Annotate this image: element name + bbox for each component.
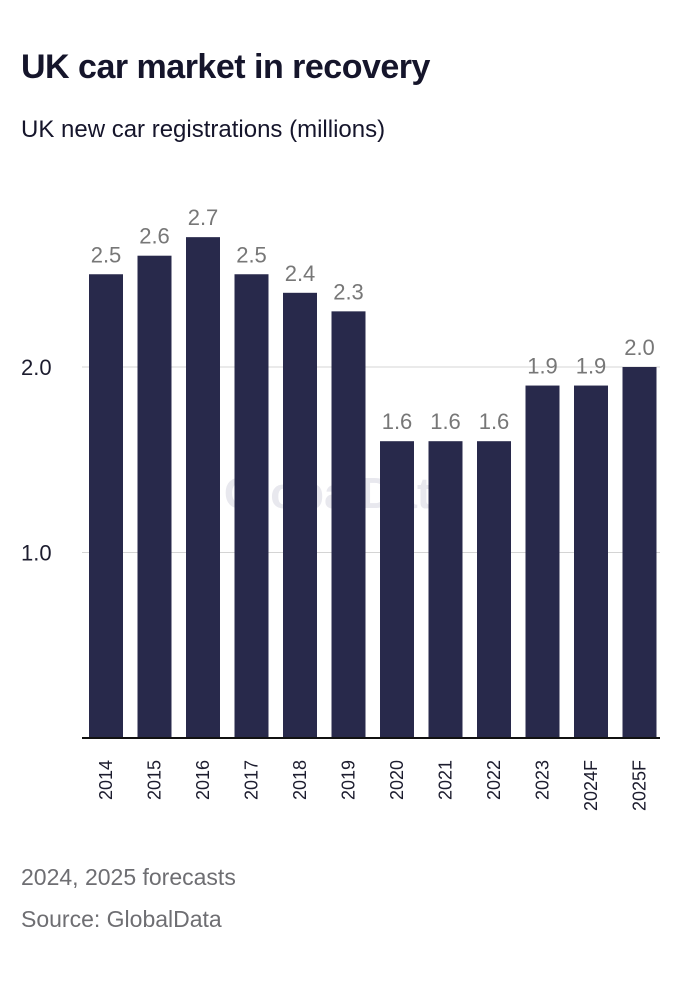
y-tick-label: 2.0 bbox=[21, 355, 52, 380]
x-tick-label: 2018 bbox=[290, 760, 310, 800]
gridlines bbox=[82, 366, 660, 553]
x-tick-label: 2017 bbox=[242, 760, 262, 800]
y-tick-labels: 1.0 2.0 bbox=[21, 355, 52, 566]
y-tick-label: 1.0 bbox=[21, 541, 52, 566]
x-tick-labels: 2014 2015 2016 2017 2018 2019 2020 2021 2022 2023… bbox=[96, 760, 650, 811]
value-label: 2.6 bbox=[139, 224, 170, 249]
x-tick-label: 2019 bbox=[339, 760, 359, 800]
chart-subtitle: UK new car registrations (millions) bbox=[21, 116, 386, 143]
value-label: 1.6 bbox=[382, 409, 413, 434]
x-tick-label: 2014 bbox=[96, 760, 116, 800]
forecast-note: 2024, 2025 forecasts bbox=[21, 864, 236, 890]
value-label: 2.4 bbox=[285, 261, 316, 286]
value-labels: 2.5 2.6 2.7 2.5 2.4 2.3 1.6 1.6 1.6 1.9 1.9 2.0 bbox=[91, 205, 655, 434]
bar-2025f bbox=[622, 367, 657, 738]
value-label: 2.3 bbox=[333, 279, 364, 304]
x-tick-label: 2022 bbox=[484, 760, 504, 800]
x-tick-label: 2020 bbox=[387, 760, 407, 800]
source-note: Source: GlobalData bbox=[21, 906, 222, 932]
bar-chart: GlobalData 2.52.62.72.52.42.31.61.61.61.… bbox=[21, 205, 660, 811]
x-tick-label: 2023 bbox=[533, 760, 553, 800]
bar-2020 bbox=[380, 441, 414, 738]
value-label: 2.7 bbox=[188, 205, 219, 230]
x-tick-label: 2024F bbox=[581, 760, 601, 811]
x-tick-label: 2025F bbox=[630, 760, 650, 811]
bar-2017 bbox=[234, 274, 269, 738]
value-label: 1.9 bbox=[576, 354, 607, 379]
value-label: 2.5 bbox=[236, 242, 267, 267]
value-label: 2.5 bbox=[91, 242, 122, 267]
chart-title: UK car market in recovery bbox=[21, 48, 430, 86]
bar-2016 bbox=[186, 237, 220, 738]
x-tick-label: 2021 bbox=[436, 760, 456, 800]
bar-2019 bbox=[331, 311, 366, 738]
value-label: 1.6 bbox=[430, 409, 461, 434]
bar-2015 bbox=[137, 255, 172, 738]
bar-2022 bbox=[477, 441, 511, 738]
value-label: 2.0 bbox=[624, 335, 655, 360]
x-tick-label: 2015 bbox=[145, 760, 165, 800]
bar-2018 bbox=[283, 292, 317, 738]
value-label: 1.9 bbox=[527, 354, 558, 379]
bar-2024f bbox=[574, 385, 608, 738]
bar-2023 bbox=[525, 385, 560, 738]
bars bbox=[89, 237, 657, 738]
bar-2014 bbox=[89, 274, 123, 738]
value-label: 1.6 bbox=[479, 409, 510, 434]
x-tick-label: 2016 bbox=[193, 760, 213, 800]
bar-2021 bbox=[428, 441, 463, 738]
